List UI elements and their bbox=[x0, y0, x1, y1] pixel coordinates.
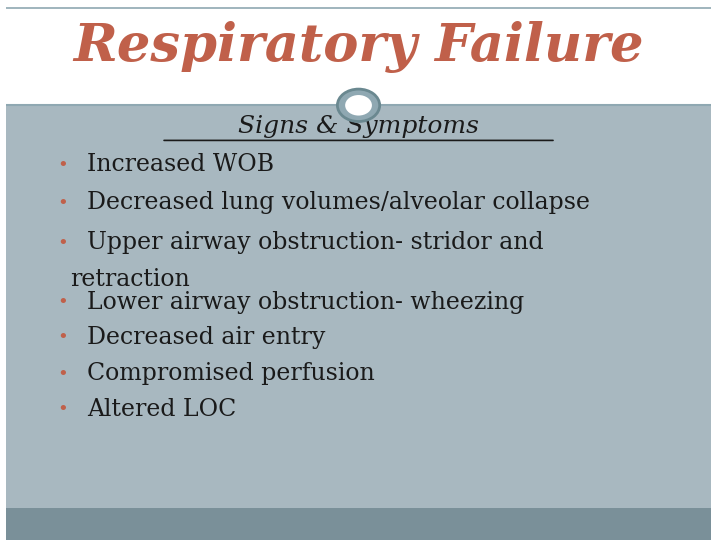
FancyBboxPatch shape bbox=[6, 508, 711, 540]
Text: Compromised perfusion: Compromised perfusion bbox=[87, 362, 375, 385]
Text: •: • bbox=[58, 156, 68, 174]
Text: Decreased air entry: Decreased air entry bbox=[87, 326, 325, 349]
Text: •: • bbox=[58, 293, 68, 312]
Text: Altered LOC: Altered LOC bbox=[87, 398, 237, 421]
Text: •: • bbox=[58, 193, 68, 212]
Text: Lower airway obstruction- wheezing: Lower airway obstruction- wheezing bbox=[87, 291, 525, 314]
Text: Decreased lung volumes/alveolar collapse: Decreased lung volumes/alveolar collapse bbox=[87, 191, 590, 214]
Text: •: • bbox=[58, 234, 68, 252]
Text: Respiratory Failure: Respiratory Failure bbox=[73, 21, 644, 73]
Text: •: • bbox=[58, 328, 68, 347]
FancyBboxPatch shape bbox=[6, 105, 711, 508]
Circle shape bbox=[345, 95, 372, 116]
Text: retraction: retraction bbox=[70, 268, 189, 291]
Text: Upper airway obstruction- stridor and: Upper airway obstruction- stridor and bbox=[87, 232, 544, 254]
Text: Increased WOB: Increased WOB bbox=[87, 153, 274, 176]
Text: •: • bbox=[58, 364, 68, 383]
Text: •: • bbox=[58, 400, 68, 418]
Circle shape bbox=[338, 89, 379, 122]
Text: Signs & Symptoms: Signs & Symptoms bbox=[238, 116, 479, 138]
FancyBboxPatch shape bbox=[6, 0, 711, 105]
